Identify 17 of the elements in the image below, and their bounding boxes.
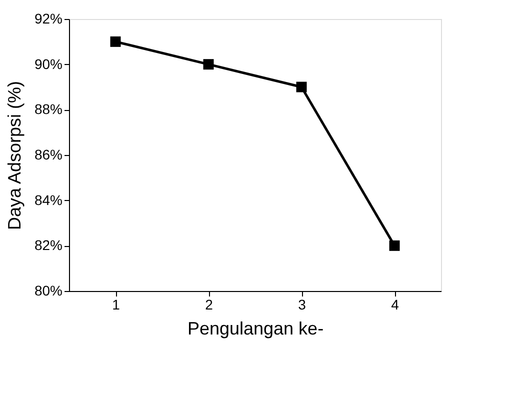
x-tick-label: 3 (298, 296, 306, 312)
y-tick-label: 84% (34, 192, 62, 208)
y-tick-label: 82% (34, 237, 62, 254)
point (389, 240, 400, 251)
y-tick-label: 86% (34, 146, 62, 162)
y-tick-label: 92% (34, 10, 62, 26)
x-tick-label: 4 (391, 296, 400, 312)
x-tick-label: 2 (205, 296, 214, 312)
point (296, 82, 307, 92)
point (110, 36, 121, 47)
point (203, 59, 214, 70)
y-tick-label: 80% (34, 282, 62, 298)
y-tick-label: 90% (34, 56, 62, 72)
x-tick-label: 1 (112, 296, 120, 312)
x-axis-title: Pengulangan ke- (187, 318, 324, 338)
y-tick-label: 88% (34, 101, 62, 118)
y-axis-title: Daya Adsorpsi (%) (4, 80, 24, 230)
